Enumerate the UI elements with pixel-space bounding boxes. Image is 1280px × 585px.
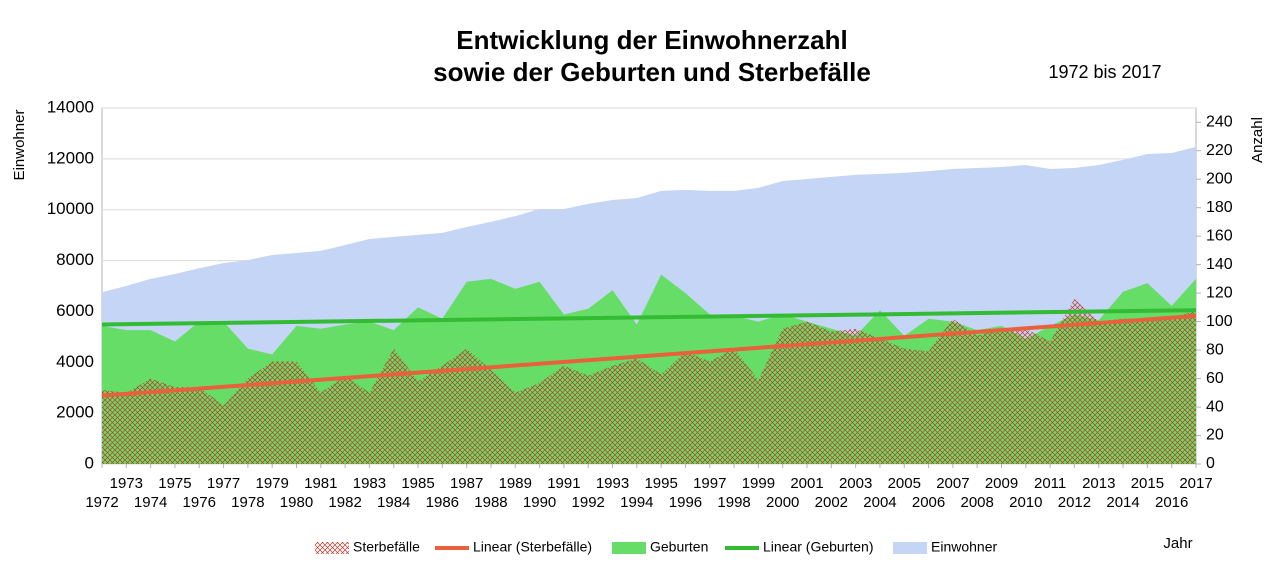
x-tick-label: 2004 — [863, 494, 896, 511]
legend-label: Linear (Geburten) — [763, 539, 874, 555]
x-tick-label: 2002 — [815, 494, 848, 511]
legend-swatch — [315, 542, 349, 554]
y-tick-label: 4000 — [56, 352, 94, 371]
x-tick-label: 2006 — [912, 494, 945, 511]
y2-tick-label: 60 — [1206, 370, 1224, 387]
x-tick-label: 2007 — [936, 475, 969, 492]
y2-tick-label: 240 — [1206, 113, 1233, 130]
x-tick-label: 1985 — [401, 475, 434, 492]
trend-line — [101, 308, 1197, 327]
chart-title: Entwicklung der Einwohnerzahl — [456, 25, 848, 55]
x-tick-label: 2017 — [1179, 475, 1212, 492]
legend-label: Sterbefälle — [353, 539, 420, 555]
y2-tick-label: 180 — [1206, 199, 1233, 216]
x-tick-label: 2011 — [1034, 475, 1066, 492]
x-tick-label: 1989 — [499, 475, 532, 492]
y2-tick-label: 20 — [1206, 427, 1224, 444]
chart-title: sowie der Geburten und Sterbefälle — [433, 57, 871, 87]
y2-tick-label: 200 — [1206, 170, 1233, 187]
x-tick-label: 2003 — [839, 475, 872, 492]
x-tick-label: 1978 — [231, 494, 264, 511]
x-tick-label: 1983 — [353, 475, 386, 492]
x-tick-label: 1994 — [620, 494, 653, 511]
x-tick-label: 1995 — [644, 475, 677, 492]
y-tick-label: 10000 — [47, 199, 94, 218]
y2-axis-label: Anzahl — [1249, 117, 1266, 163]
x-tick-label: 1990 — [523, 494, 556, 511]
x-tick-label: 1973 — [110, 475, 143, 492]
x-tick-label: 1976 — [183, 494, 216, 511]
y-tick-label: 12000 — [47, 148, 94, 167]
y2-tick-label: 120 — [1206, 284, 1233, 301]
x-tick-label: 1984 — [377, 494, 410, 511]
legend-label: Linear (Sterbefälle) — [473, 539, 592, 555]
x-axis-label: Jahr — [1163, 535, 1192, 552]
y2-tick-label: 140 — [1206, 256, 1233, 273]
x-tick-label: 1979 — [255, 475, 288, 492]
x-tick-label: 2001 — [790, 475, 823, 492]
y-tick-label: 2000 — [56, 403, 94, 422]
x-tick-label: 1972 — [85, 494, 118, 511]
x-tick-label: 1981 — [304, 475, 337, 492]
y2-tick-label: 40 — [1206, 398, 1224, 415]
y2-tick-label: 100 — [1206, 313, 1233, 330]
y-tick-label: 0 — [85, 453, 94, 472]
y-tick-label: 14000 — [47, 97, 94, 116]
x-tick-label: 1992 — [572, 494, 605, 511]
x-tick-label: 1974 — [134, 494, 167, 511]
x-tick-label: 1980 — [280, 494, 313, 511]
y-tick-label: 6000 — [56, 301, 94, 320]
y-axis-label: Einwohner — [11, 110, 28, 181]
x-tick-label: 1999 — [742, 475, 775, 492]
x-tick-label: 2010 — [1009, 494, 1042, 511]
x-tick-label: 2016 — [1155, 494, 1188, 511]
subtitle: 1972 bis 2017 — [1048, 62, 1161, 82]
x-tick-label: 2008 — [961, 494, 994, 511]
x-tick-label: 1996 — [669, 494, 702, 511]
x-tick-label: 2009 — [985, 475, 1018, 492]
y-tick-label: 8000 — [56, 250, 94, 269]
x-tick-label: 1986 — [426, 494, 459, 511]
x-tick-label: 2014 — [1106, 494, 1139, 511]
plot-area — [101, 107, 1197, 465]
x-tick-label: 2000 — [766, 494, 799, 511]
legend-label: Geburten — [650, 539, 708, 555]
x-tick-label: 1993 — [596, 475, 629, 492]
x-tick-label: 1998 — [717, 494, 750, 511]
x-tick-label: 1997 — [693, 475, 726, 492]
x-tick-label: 2015 — [1131, 475, 1164, 492]
x-tick-label: 2012 — [1058, 494, 1091, 511]
trend-line — [101, 313, 1197, 398]
x-tick-label: 1988 — [474, 494, 507, 511]
x-tick-label: 1982 — [328, 494, 361, 511]
area — [102, 298, 1196, 464]
x-tick-label: 1975 — [158, 475, 191, 492]
legend-label: Einwohner — [931, 539, 997, 555]
x-tick-label: 1987 — [450, 475, 483, 492]
y2-tick-label: 80 — [1206, 341, 1224, 358]
x-tick-label: 1977 — [207, 475, 240, 492]
x-tick-label: 1991 — [547, 475, 580, 492]
legend-swatch — [612, 542, 646, 554]
x-tick-label: 2005 — [888, 475, 921, 492]
y2-tick-label: 220 — [1206, 142, 1233, 159]
legend: Sterbefälle Linear (Sterbefälle) Geburten L… — [315, 539, 997, 555]
x-tick-label: 2013 — [1082, 475, 1115, 492]
legend-swatch — [893, 542, 927, 554]
y2-tick-label: 160 — [1206, 227, 1233, 244]
y2-tick-label: 0 — [1206, 455, 1215, 472]
